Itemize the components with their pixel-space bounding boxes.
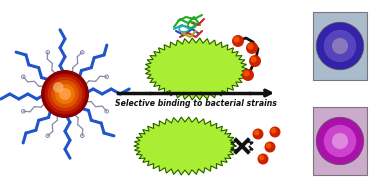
Circle shape <box>48 77 82 111</box>
Bar <box>313 12 367 80</box>
Circle shape <box>264 142 276 153</box>
Circle shape <box>246 42 258 54</box>
Circle shape <box>45 74 86 114</box>
Circle shape <box>232 35 244 47</box>
Circle shape <box>324 30 356 62</box>
Circle shape <box>55 84 75 104</box>
Circle shape <box>259 155 264 160</box>
Circle shape <box>316 22 364 70</box>
Circle shape <box>324 125 356 157</box>
Circle shape <box>249 55 261 67</box>
Circle shape <box>51 80 79 108</box>
Circle shape <box>53 82 64 93</box>
Circle shape <box>247 43 253 50</box>
Circle shape <box>244 70 250 77</box>
Circle shape <box>266 143 272 148</box>
Circle shape <box>250 57 257 63</box>
Circle shape <box>332 133 348 149</box>
Circle shape <box>242 69 254 81</box>
Circle shape <box>271 128 276 133</box>
Circle shape <box>59 88 71 100</box>
Circle shape <box>234 36 240 43</box>
Text: Selective binding to bacterial strains: Selective binding to bacterial strains <box>115 99 277 108</box>
Circle shape <box>316 117 364 165</box>
Circle shape <box>254 130 259 135</box>
Circle shape <box>257 153 269 164</box>
Circle shape <box>269 126 280 138</box>
Circle shape <box>332 38 348 54</box>
Polygon shape <box>134 117 236 175</box>
Circle shape <box>253 129 263 139</box>
Circle shape <box>41 70 89 118</box>
Polygon shape <box>145 38 247 100</box>
Bar <box>313 107 367 175</box>
